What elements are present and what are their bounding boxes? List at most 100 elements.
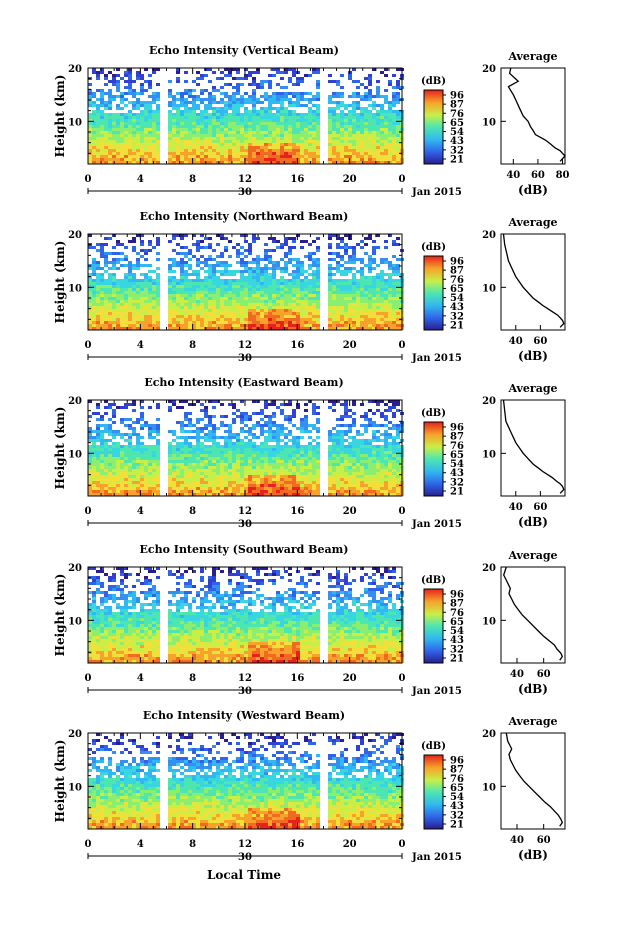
heatmap-cell (340, 430, 344, 433)
heatmap-cell (272, 300, 276, 303)
heatmap-cell (388, 131, 392, 134)
heatmap-cell (140, 300, 144, 303)
heatmap-cell (112, 315, 116, 318)
heatmap-cell (116, 149, 120, 152)
heatmap-cell (292, 68, 296, 71)
heatmap-cell (236, 439, 240, 442)
heatmap-cell (140, 140, 144, 143)
heatmap-cell (356, 113, 360, 116)
heatmap-cell (104, 297, 108, 300)
heatmap-cell (356, 131, 360, 134)
heatmap-cell (132, 146, 136, 149)
heatmap-cell (124, 158, 128, 161)
heatmap-cell (292, 451, 296, 454)
heatmap-cell (216, 152, 220, 155)
heatmap-cell (168, 309, 172, 312)
heatmap-cell (376, 155, 380, 158)
heatmap-cell (152, 306, 156, 309)
heatmap-cell (280, 246, 284, 249)
heatmap-cell (276, 282, 280, 285)
heatmap-cell (260, 457, 264, 460)
heatmap-cell (116, 68, 120, 71)
heatmap-cell (108, 294, 112, 297)
heatmap-cell (196, 400, 200, 403)
heatmap-cell (124, 276, 128, 279)
heatmap-cell (372, 119, 376, 122)
heatmap-cell (360, 276, 364, 279)
heatmap-cell (96, 116, 100, 119)
heatmap-cell (372, 451, 376, 454)
heatmap-cell (260, 152, 264, 155)
heatmap-cell (128, 152, 132, 155)
heatmap-cell (328, 315, 332, 318)
heatmap-cell (112, 74, 116, 77)
heatmap-cell (184, 327, 188, 330)
heatmap-cell (168, 155, 172, 158)
heatmap-cell (376, 152, 380, 155)
heatmap-cell (188, 421, 192, 424)
heatmap-cell (204, 155, 208, 158)
heatmap-cell (352, 149, 356, 152)
heatmap-cell (292, 454, 296, 457)
heatmap-cell (340, 240, 344, 243)
heatmap-cell (100, 155, 104, 158)
heatmap-cell (132, 315, 136, 318)
heatmap-cell (156, 451, 160, 454)
heatmap-cell (232, 294, 236, 297)
heatmap-cell (96, 439, 100, 442)
heatmap-cell (88, 155, 92, 158)
heatmap-cell (132, 297, 136, 300)
heatmap-cell (156, 258, 160, 261)
heatmap-cell (136, 315, 140, 318)
heatmap-cell (356, 327, 360, 330)
heatmap-cell (372, 303, 376, 306)
heatmap-cell (112, 421, 116, 424)
heatmap-cell (140, 303, 144, 306)
heatmap-cell (124, 152, 128, 155)
heatmap-cell (104, 466, 108, 469)
heatmap-cell (132, 454, 136, 457)
heatmap-cell (248, 309, 252, 312)
heatmap-cell (136, 152, 140, 155)
heatmap-cell (120, 116, 124, 119)
heatmap-cell (264, 92, 268, 95)
heatmap-cell (364, 158, 368, 161)
heatmap-cell (336, 436, 340, 439)
heatmap-cell (236, 143, 240, 146)
heatmap-cell (392, 155, 396, 158)
heatmap-cell (380, 433, 384, 436)
heatmap-cell (276, 445, 280, 448)
heatmap-cell (272, 107, 276, 110)
heatmap-cell (120, 149, 124, 152)
heatmap-cell (224, 146, 228, 149)
heatmap-cell (280, 451, 284, 454)
heatmap-cell (288, 309, 292, 312)
heatmap-cell (284, 457, 288, 460)
heatmap-cell (96, 261, 100, 264)
heatmap-cell (372, 421, 376, 424)
heatmap-cell (136, 116, 140, 119)
heatmap-cell (284, 451, 288, 454)
heatmap-cell (248, 249, 252, 252)
heatmap-cell (124, 291, 128, 294)
heatmap-cell (252, 77, 256, 80)
heatmap-cell (360, 294, 364, 297)
heatmap-cell (100, 418, 104, 421)
heatmap-cell (112, 294, 116, 297)
heatmap-cell (208, 158, 212, 161)
heatmap-cell (192, 143, 196, 146)
heatmap-cell (368, 119, 372, 122)
heatmap-cell (108, 312, 112, 315)
heatmap-cell (188, 327, 192, 330)
heatmap-cell (368, 424, 372, 427)
heatmap-cell (156, 92, 160, 95)
heatmap-cell (396, 122, 400, 125)
heatmap-cell (116, 451, 120, 454)
heatmap-cell (348, 258, 352, 261)
heatmap-cell (344, 463, 348, 466)
heatmap-cell (368, 83, 372, 86)
heatmap-cell (300, 246, 304, 249)
heatmap-cell (348, 155, 352, 158)
heatmap-cell (240, 430, 244, 433)
heatmap-cell (368, 463, 372, 466)
